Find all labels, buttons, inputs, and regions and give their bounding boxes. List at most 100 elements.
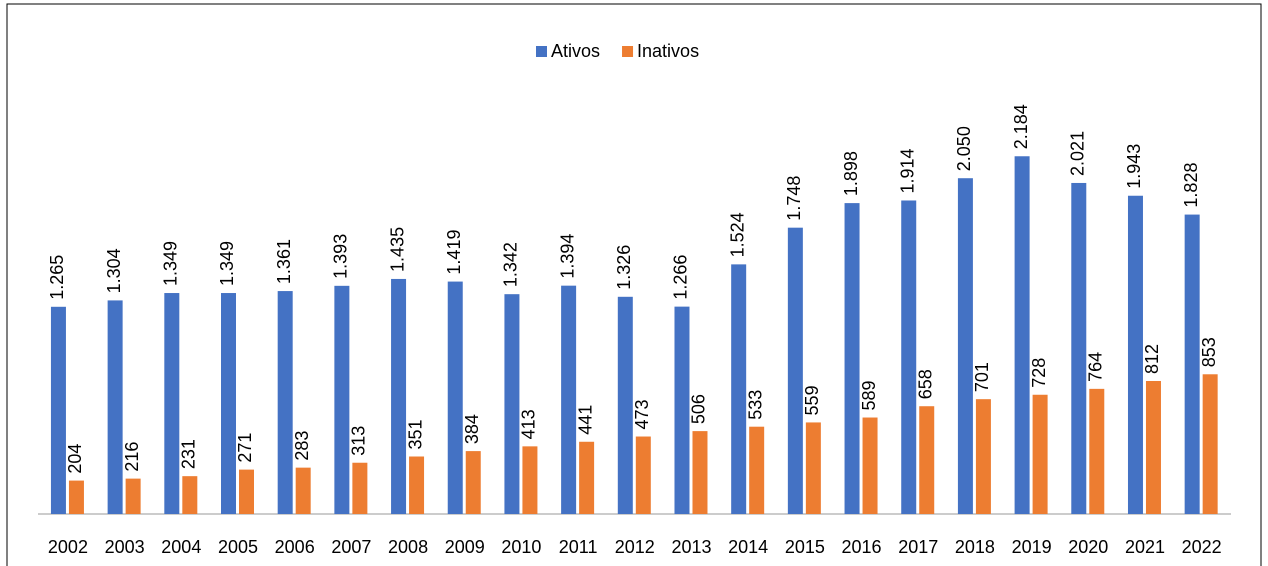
bar bbox=[975, 399, 991, 514]
bar bbox=[862, 417, 878, 514]
bar bbox=[522, 446, 538, 514]
data-label: 506 bbox=[689, 394, 709, 424]
bar bbox=[221, 293, 236, 514]
bar bbox=[182, 476, 198, 514]
data-label: 812 bbox=[1142, 344, 1162, 374]
data-label: 701 bbox=[972, 362, 992, 392]
bar bbox=[352, 462, 368, 514]
data-label: 1.394 bbox=[557, 234, 577, 279]
x-tick-label: 2017 bbox=[898, 537, 938, 557]
data-label: 1.349 bbox=[161, 241, 181, 286]
data-label: 1.326 bbox=[614, 245, 634, 290]
bar bbox=[919, 406, 935, 514]
x-tick-label: 2021 bbox=[1125, 537, 1165, 557]
x-tick-label: 2013 bbox=[671, 537, 711, 557]
bar bbox=[334, 285, 350, 514]
bar bbox=[391, 278, 407, 514]
data-label: 1.914 bbox=[897, 148, 917, 193]
bar bbox=[805, 422, 821, 514]
data-label: 533 bbox=[745, 390, 765, 420]
bar bbox=[68, 480, 84, 514]
data-label: 2.184 bbox=[1011, 104, 1031, 149]
x-tick-label: 2003 bbox=[105, 537, 145, 557]
bar bbox=[617, 296, 633, 514]
bar bbox=[295, 467, 311, 514]
x-tick-label: 2010 bbox=[501, 537, 541, 557]
bar bbox=[504, 294, 520, 514]
x-tick-label: 2002 bbox=[48, 537, 88, 557]
x-tick-label: 2011 bbox=[559, 537, 598, 557]
data-label: 1.898 bbox=[841, 151, 861, 196]
legend-label: Ativos bbox=[551, 41, 600, 61]
data-label: 473 bbox=[632, 399, 652, 429]
bar bbox=[1145, 380, 1161, 514]
bar bbox=[749, 426, 765, 514]
data-label: 441 bbox=[575, 405, 595, 435]
bar bbox=[1032, 394, 1048, 514]
bar bbox=[635, 436, 651, 514]
data-label: 271 bbox=[235, 433, 255, 463]
data-label: 1.828 bbox=[1181, 163, 1201, 208]
legend-swatch bbox=[536, 46, 547, 57]
bar bbox=[125, 478, 141, 514]
data-label: 589 bbox=[859, 380, 879, 410]
data-label: 1.266 bbox=[671, 255, 691, 300]
data-label: 764 bbox=[1086, 352, 1106, 382]
data-label: 231 bbox=[179, 439, 199, 469]
bar bbox=[901, 200, 917, 514]
x-tick-label: 2008 bbox=[388, 537, 428, 557]
x-tick-label: 2007 bbox=[331, 537, 371, 557]
bar bbox=[1184, 214, 1200, 514]
bar bbox=[1089, 388, 1105, 514]
bar bbox=[409, 456, 425, 514]
data-label: 1.435 bbox=[387, 227, 407, 272]
bar bbox=[465, 451, 481, 514]
bar bbox=[579, 441, 595, 514]
x-tick-label: 2019 bbox=[1012, 537, 1052, 557]
x-tick-label: 2020 bbox=[1068, 537, 1108, 557]
x-tick-label: 2004 bbox=[161, 537, 201, 557]
bar bbox=[1071, 182, 1087, 514]
data-label: 384 bbox=[462, 414, 482, 444]
x-tick-label: 2022 bbox=[1182, 537, 1222, 557]
x-tick-label: 2015 bbox=[785, 537, 825, 557]
x-tick-label: 2006 bbox=[275, 537, 315, 557]
bar bbox=[1202, 374, 1218, 514]
data-label: 351 bbox=[405, 419, 425, 449]
data-label: 2.050 bbox=[954, 126, 974, 171]
data-label: 413 bbox=[519, 409, 539, 439]
bar bbox=[674, 306, 690, 514]
x-tick-label: 2012 bbox=[615, 537, 655, 557]
bar bbox=[1127, 195, 1143, 514]
data-label: 1.524 bbox=[727, 212, 747, 257]
data-label: 1.943 bbox=[1124, 144, 1144, 189]
data-label: 204 bbox=[65, 444, 85, 474]
data-label: 1.393 bbox=[331, 234, 351, 279]
legend-swatch bbox=[622, 46, 634, 57]
data-label: 1.361 bbox=[274, 239, 294, 284]
x-tick-label: 2005 bbox=[218, 537, 258, 557]
bar bbox=[731, 264, 747, 514]
data-label: 1.419 bbox=[444, 230, 464, 275]
x-tick-label: 2014 bbox=[728, 537, 768, 557]
bar bbox=[844, 203, 860, 514]
data-label: 1.265 bbox=[47, 255, 67, 300]
bar bbox=[561, 285, 577, 514]
bar bbox=[787, 227, 803, 514]
x-tick-label: 2016 bbox=[842, 537, 882, 557]
data-label: 1.342 bbox=[501, 242, 521, 287]
bar bbox=[957, 178, 973, 514]
bar bbox=[50, 306, 66, 514]
data-label: 658 bbox=[915, 369, 935, 399]
data-label: 1.748 bbox=[784, 176, 804, 221]
legend-label: Inativos bbox=[637, 41, 699, 61]
bar bbox=[447, 281, 463, 514]
bar bbox=[164, 293, 180, 514]
chart-frame bbox=[6, 3, 1262, 566]
data-label: 216 bbox=[122, 442, 142, 472]
bar bbox=[1014, 156, 1030, 514]
data-label: 728 bbox=[1029, 358, 1049, 388]
data-label: 1.304 bbox=[104, 248, 124, 293]
